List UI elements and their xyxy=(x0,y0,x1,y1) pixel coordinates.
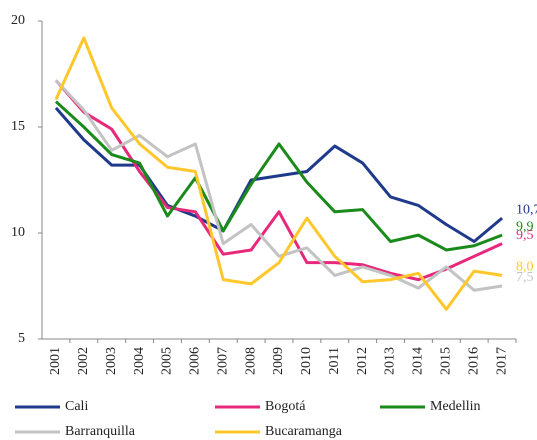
value-label: 7,5 xyxy=(516,270,534,285)
x-tick-label: 2016 xyxy=(466,347,481,375)
x-tick-label: 2009 xyxy=(271,347,286,375)
y-tick-label: 20 xyxy=(11,13,25,28)
x-tick-label: 2011 xyxy=(327,347,342,374)
legend-label: Bucaramanga xyxy=(265,424,343,439)
y-tick-label: 15 xyxy=(11,119,25,134)
series-line xyxy=(54,79,503,292)
legend-label: Barranquilla xyxy=(65,424,136,439)
x-tick-label: 2003 xyxy=(104,347,119,375)
value-label: 9,9 xyxy=(516,219,534,234)
legend-label: Bogotá xyxy=(265,399,306,414)
x-tick-label: 2015 xyxy=(439,347,454,375)
x-tick-label: 2002 xyxy=(76,347,91,375)
x-tick-label: 2010 xyxy=(299,347,314,375)
x-tick-label: 2013 xyxy=(383,347,398,375)
x-tick-label: 2012 xyxy=(355,347,370,375)
x-tick-label: 2017 xyxy=(494,347,509,375)
x-tick-label: 2014 xyxy=(411,347,426,375)
value-label: 10,7 xyxy=(516,202,537,217)
x-tick-label: 2007 xyxy=(215,347,230,375)
value-label: 9,5 xyxy=(516,228,534,243)
legend-label: Cali xyxy=(65,399,88,414)
x-tick-label: 2008 xyxy=(243,347,258,375)
x-tick-label: 2006 xyxy=(188,347,203,375)
series-line xyxy=(54,106,504,243)
series-line xyxy=(54,79,503,282)
series-line xyxy=(54,36,503,311)
x-tick-label: 2001 xyxy=(48,347,63,375)
y-tick-label: 10 xyxy=(11,225,25,240)
value-label: 8,0 xyxy=(516,260,534,275)
legend-label: Medellin xyxy=(430,399,481,414)
series-line xyxy=(54,100,503,252)
x-tick-label: 2004 xyxy=(132,347,147,375)
y-tick-label: 5 xyxy=(18,331,25,346)
x-tick-label: 2005 xyxy=(160,347,175,375)
